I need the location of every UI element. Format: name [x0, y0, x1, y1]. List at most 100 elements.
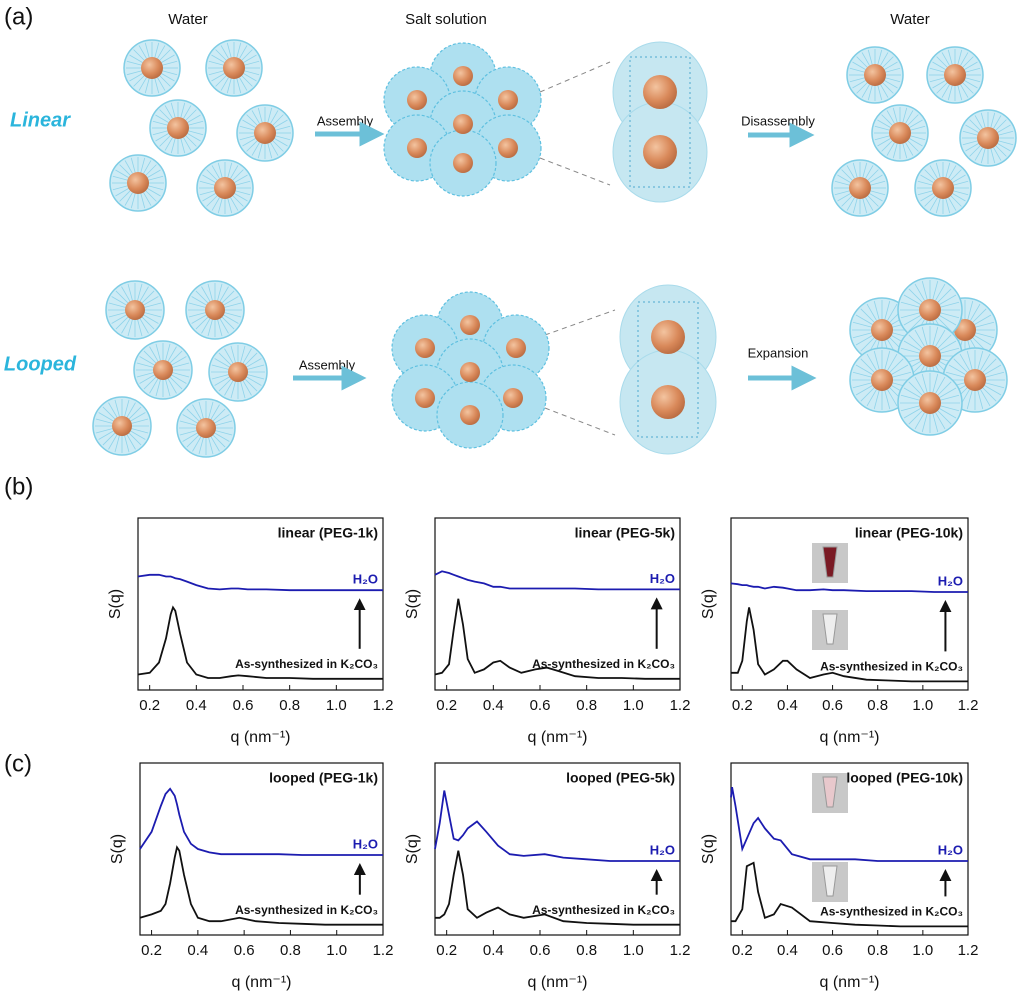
chain: [849, 67, 865, 73]
chain: [274, 138, 288, 147]
x-tick-label: 1.2: [373, 942, 394, 959]
chain: [221, 290, 235, 304]
chain: [929, 77, 945, 83]
x-axis-label: q (nm⁻¹): [528, 974, 588, 991]
chain: [940, 301, 960, 308]
panel-label: (c): [4, 750, 32, 777]
chain: [941, 84, 950, 98]
chain: [215, 430, 233, 436]
chain: [841, 195, 853, 207]
chain: [270, 110, 279, 124]
vial: [822, 776, 838, 808]
chain: [932, 413, 939, 433]
chain: [852, 332, 872, 339]
chain: [908, 334, 923, 349]
chain: [219, 286, 229, 302]
chain: [143, 350, 157, 364]
y-axis-label: S(q): [109, 834, 126, 864]
core: [460, 405, 480, 425]
chain: [905, 142, 914, 156]
chain: [126, 60, 142, 66]
chain: [935, 198, 941, 214]
chain: [148, 185, 164, 191]
chain: [98, 412, 114, 422]
chain: [111, 296, 127, 306]
y-axis-label: S(q): [700, 834, 717, 864]
chain: [211, 374, 229, 380]
chain: [950, 169, 962, 181]
chain: [115, 188, 129, 197]
x-axis-label: q (nm⁻¹): [232, 974, 292, 991]
chain: [145, 164, 157, 176]
pair-chains: [637, 301, 699, 438]
x-tick-label: 1.0: [326, 942, 347, 959]
chain: [945, 198, 951, 214]
chain: [982, 358, 997, 373]
chain: [127, 283, 133, 301]
series-line: [434, 570, 680, 591]
chain: [121, 318, 131, 334]
chain: [115, 290, 129, 304]
chain: [980, 148, 986, 164]
x-tick-label: 1.0: [623, 942, 644, 959]
chain: [977, 350, 984, 370]
core: [864, 64, 886, 86]
chain: [191, 296, 207, 306]
x-tick-label: 1.2: [373, 697, 394, 714]
chain: [144, 302, 162, 308]
chain: [939, 340, 957, 351]
chain: [924, 169, 936, 181]
chain: [108, 434, 118, 450]
x-tick-label: 0.4: [483, 942, 504, 959]
chain: [159, 109, 171, 121]
chain: [126, 70, 142, 76]
core: [498, 90, 518, 110]
core: [643, 135, 677, 169]
series-label: As-synthesized in K₂CO₃: [235, 657, 378, 671]
chain: [998, 130, 1014, 136]
x-tick-label: 1.2: [670, 697, 691, 714]
chain: [246, 358, 262, 368]
core: [167, 117, 189, 139]
chain: [171, 374, 187, 384]
series-line: [730, 582, 968, 593]
chain: [998, 140, 1014, 146]
chain: [185, 135, 197, 147]
chain: [220, 45, 229, 59]
chain: [866, 389, 877, 407]
chain: [185, 109, 197, 121]
chain: [937, 410, 952, 425]
x-tick-label: 0.2: [436, 697, 457, 714]
chain: [223, 314, 239, 324]
chain: [887, 303, 898, 321]
core: [964, 369, 986, 391]
chain: [183, 137, 192, 151]
chain: [126, 402, 136, 418]
chain: [251, 142, 260, 156]
chain: [208, 70, 224, 76]
chain: [960, 52, 969, 66]
chain: [165, 379, 171, 397]
chain: [164, 137, 173, 151]
x-tick-label: 0.2: [732, 942, 753, 959]
chain: [275, 125, 291, 131]
chain: [224, 348, 234, 364]
chain: [921, 326, 928, 346]
chain: [990, 112, 996, 128]
core: [932, 177, 954, 199]
chain: [887, 353, 898, 371]
chain: [903, 408, 921, 419]
x-tick-label: 0.6: [822, 697, 843, 714]
chain: [148, 175, 164, 181]
chain: [900, 347, 920, 354]
chain: [244, 352, 258, 366]
chain: [214, 358, 230, 368]
chain: [202, 193, 216, 202]
chain: [243, 54, 257, 63]
core: [871, 369, 893, 391]
chain: [970, 303, 981, 321]
chain: [257, 107, 263, 123]
chain: [140, 157, 146, 173]
x-tick-label: 0.6: [530, 942, 551, 959]
series-line: [434, 598, 680, 680]
